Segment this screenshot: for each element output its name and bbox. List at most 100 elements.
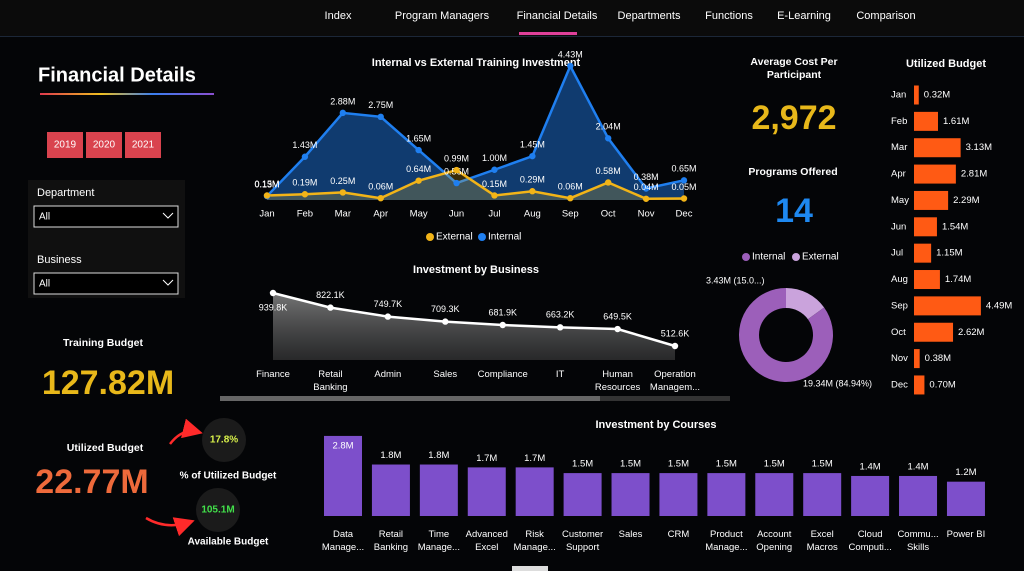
x-tick-label: Mar — [335, 209, 351, 220]
x-tick-label: Sales — [618, 529, 643, 540]
x-tick-label: Sep — [562, 209, 579, 220]
data-point — [453, 179, 460, 187]
data-label: 1.65M — [406, 133, 431, 143]
page-indicator — [512, 566, 548, 571]
filter-label: Business — [37, 254, 82, 266]
bar — [707, 473, 746, 516]
x-tick-label: CRM — [667, 529, 690, 540]
year-button[interactable] — [86, 132, 122, 158]
x-tick-label: Feb — [297, 209, 313, 220]
dropdown[interactable] — [33, 205, 179, 228]
nav-item[interactable]: Departments — [617, 10, 681, 22]
bar — [914, 270, 940, 290]
data-point — [567, 62, 574, 70]
bar — [371, 464, 410, 516]
data-point — [614, 325, 621, 333]
data-point — [604, 179, 612, 186]
data-label: 1.43M — [292, 140, 317, 150]
data-label: 0.29M — [520, 175, 545, 185]
x-tick-label: Compliance — [477, 369, 528, 380]
dropdown-value[interactable]: All — [39, 279, 50, 290]
year-label[interactable]: 2020 — [93, 140, 116, 151]
data-point — [604, 135, 612, 142]
y-tick-label: Nov — [891, 353, 908, 364]
series-line — [266, 168, 685, 201]
kpi-value: 14 — [775, 192, 813, 230]
x-tick-label: Human Resources — [594, 369, 641, 393]
y-tick-label: Feb — [891, 116, 907, 127]
kpi-label: Programs Offered — [748, 166, 837, 178]
legend-swatch — [426, 233, 434, 241]
nav-item[interactable]: Financial Details — [516, 10, 598, 22]
series-area — [273, 293, 675, 360]
data-label: 939.8K — [259, 302, 288, 312]
data-point — [377, 194, 384, 202]
kpi-value: 2,972 — [751, 99, 836, 137]
data-label: 1.7M — [524, 453, 545, 464]
filters: Department All Business All — [28, 180, 185, 298]
x-tick-label: Apr — [373, 209, 388, 220]
x-tick-label: Cloud Computi... — [848, 529, 892, 553]
data-point — [301, 153, 309, 160]
bar — [914, 217, 937, 237]
x-tick-label: Retail Banking — [373, 529, 409, 553]
year-label[interactable]: 2019 — [54, 140, 77, 151]
bar — [946, 481, 985, 516]
kpi-label: Available Budget — [188, 537, 269, 548]
x-tick-label: Data Manage... — [321, 529, 365, 553]
kpi-bubble — [196, 488, 240, 532]
data-point — [491, 166, 498, 173]
data-label: 0.38M — [634, 172, 659, 182]
scrollbar-thumb[interactable] — [220, 396, 600, 401]
data-label: 1.5M — [572, 459, 593, 470]
kpi-value: 22.77M — [35, 463, 148, 501]
y-tick-label: Apr — [891, 169, 906, 180]
dropdown[interactable] — [33, 272, 179, 295]
bar — [611, 473, 650, 516]
x-tick-label: Jul — [488, 209, 500, 220]
x-tick-label: Nov — [638, 209, 655, 220]
data-label: 4.49M — [986, 300, 1012, 311]
kpi-label: % of Utilized Budget — [180, 471, 277, 482]
bar — [803, 473, 842, 516]
year-label[interactable]: 2021 — [132, 140, 155, 151]
bar — [659, 473, 698, 516]
data-label: 1.74M — [945, 274, 971, 285]
data-label: 0.38M — [925, 353, 951, 364]
data-label: 709.3K — [431, 304, 460, 314]
nav-item[interactable]: Index — [324, 10, 352, 22]
nav-item[interactable]: Program Managers — [394, 10, 490, 22]
bar — [914, 375, 925, 395]
chart-title: Internal vs External Training Investment — [372, 57, 581, 69]
dropdown-value[interactable]: All — [39, 212, 50, 223]
series-area — [267, 66, 684, 200]
data-point — [680, 177, 688, 184]
data-point — [556, 324, 564, 331]
data-label: 2.04M — [596, 122, 621, 132]
dropdown-caret[interactable] — [162, 212, 174, 219]
year-button[interactable] — [125, 132, 161, 158]
nav-item[interactable]: E-Learning — [777, 10, 831, 22]
data-label: 1.5M — [812, 459, 833, 470]
data-label: 0.05M — [671, 182, 696, 192]
year-button[interactable] — [47, 132, 83, 158]
legend-label: External — [802, 252, 839, 263]
nav-item[interactable]: Functions — [705, 10, 753, 22]
nav-item[interactable]: Comparison — [856, 10, 916, 22]
bar — [563, 473, 602, 516]
data-label: 19.34M (84.94%) — [803, 378, 872, 388]
data-point — [499, 321, 506, 329]
legend-swatch — [792, 253, 800, 261]
donut-segment — [786, 288, 825, 320]
bar — [914, 296, 981, 316]
data-label: 0.99M — [444, 153, 469, 163]
dropdown-caret[interactable] — [162, 279, 174, 286]
legend-swatch — [742, 253, 750, 261]
bar — [914, 164, 956, 184]
data-label: 3.43M (15.0...) — [706, 275, 765, 285]
data-label: 0.32M — [924, 90, 950, 101]
data-point — [642, 195, 650, 202]
data-point — [339, 109, 347, 117]
data-point — [529, 152, 536, 160]
